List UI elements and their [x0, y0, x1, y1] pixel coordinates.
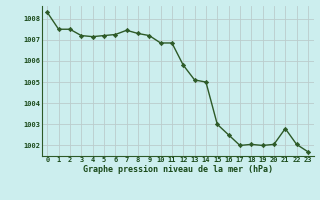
- X-axis label: Graphe pression niveau de la mer (hPa): Graphe pression niveau de la mer (hPa): [83, 165, 273, 174]
